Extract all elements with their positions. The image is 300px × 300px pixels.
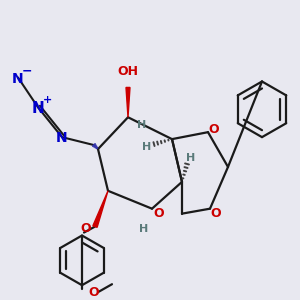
Text: H: H <box>186 153 196 163</box>
Text: N: N <box>56 131 68 145</box>
Text: −: − <box>22 64 32 77</box>
Text: O: O <box>211 207 221 220</box>
Text: +: + <box>42 95 52 105</box>
Polygon shape <box>93 191 108 227</box>
Text: O: O <box>81 222 91 235</box>
Text: H: H <box>140 224 148 234</box>
Text: H: H <box>142 142 152 152</box>
Polygon shape <box>126 87 130 117</box>
Text: OH: OH <box>118 65 139 78</box>
Text: H: H <box>137 120 147 130</box>
Text: O: O <box>209 123 219 136</box>
Text: O: O <box>154 207 164 220</box>
Text: N: N <box>32 101 44 116</box>
Text: O: O <box>89 286 99 299</box>
Text: N: N <box>12 71 24 85</box>
